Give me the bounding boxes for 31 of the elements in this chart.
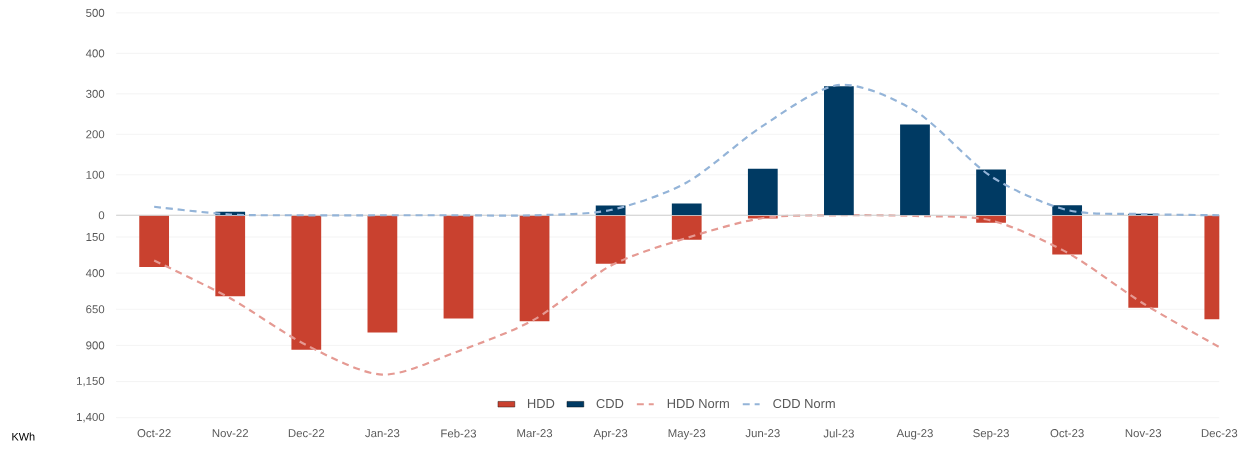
y2-tick-label: 150 (86, 232, 105, 241)
legend-label: HDD Norm (667, 398, 729, 408)
x-tick-label: Nov-22 (212, 428, 249, 437)
x-tick-label: Feb-23 (441, 428, 477, 438)
x-tick-label: Jul-23 (823, 428, 854, 438)
y2-tick-label: 1,400 (76, 412, 105, 423)
y-tick-label: 200 (86, 130, 105, 139)
x-tick-label: Dec-23 (1201, 428, 1238, 437)
x-tick-label: Sep-23 (973, 428, 1009, 440)
y-tick-label: 100 (86, 170, 105, 179)
text: KWh (12, 432, 35, 441)
legend-label: CDD Norm (773, 398, 835, 408)
x-tick-label: Jun-23 (745, 428, 780, 437)
x-tick-label: May-23 (668, 428, 706, 440)
x-tick-label: Aug-23 (896, 428, 933, 440)
y-tick-label: 500 (86, 8, 105, 17)
legend-label: CDD (596, 398, 624, 408)
x-tick-label: Oct-23 (1050, 428, 1084, 437)
x-tick-label: Jan-23 (365, 428, 400, 437)
y2-tick-label: 650 (86, 305, 105, 314)
y-tick-label: 0 (98, 211, 105, 220)
x-tick-label: Nov-23 (1125, 428, 1162, 437)
x-tick-label: Apr-23 (593, 428, 628, 440)
x-tick-label: Dec-22 (288, 428, 325, 437)
y-tick-label: 300 (86, 89, 105, 98)
x-tick-label: Mar-23 (517, 428, 553, 437)
legend-label: HDD (527, 398, 555, 408)
y2-tick-label: 1,150 (76, 376, 105, 387)
y-tick-label: 400 (85, 49, 105, 58)
x-tick-label: Oct-22 (137, 428, 171, 437)
y2-tick-label: 900 (86, 341, 105, 350)
